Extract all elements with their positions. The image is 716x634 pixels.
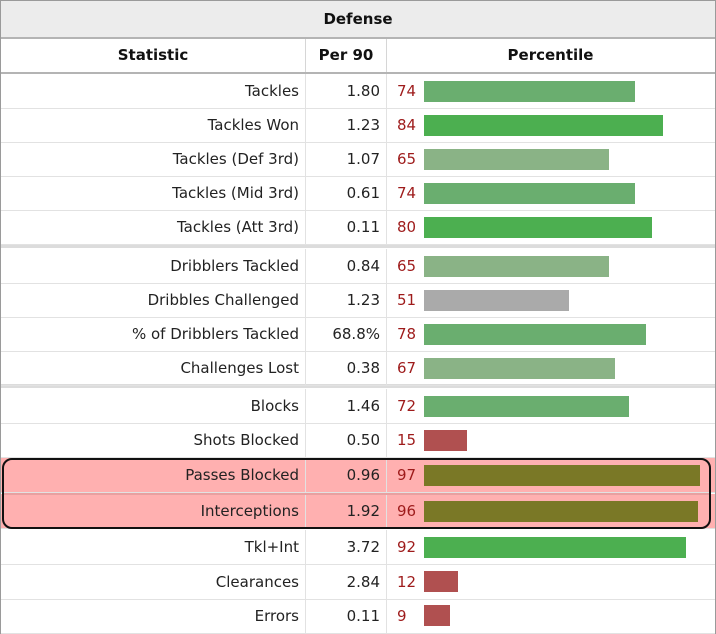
per-90-value: 1.92 bbox=[305, 494, 387, 528]
statistic-name: Challenges Lost bbox=[180, 359, 299, 377]
table-row[interactable]: Passes Blocked 0.96 97 bbox=[1, 458, 715, 493]
percentile-value: 74 bbox=[397, 82, 417, 100]
statistic-name: Tackles (Att 3rd) bbox=[177, 218, 299, 236]
percentile-value: 72 bbox=[397, 397, 417, 415]
table-row[interactable]: Challenges Lost 0.38 67 bbox=[1, 351, 715, 386]
percentile-value: 65 bbox=[397, 257, 417, 275]
per-90-value: 1.80 bbox=[305, 74, 387, 108]
table-row[interactable]: Shots Blocked 0.50 15 bbox=[1, 423, 715, 458]
table-row[interactable]: Clearances 2.84 12 bbox=[1, 564, 715, 600]
table-row[interactable]: % of Dribblers Tackled 68.8% 78 bbox=[1, 317, 715, 352]
percentile-bar bbox=[424, 149, 609, 170]
per-90-value: 1.46 bbox=[305, 389, 387, 423]
per-90-value: 0.61 bbox=[305, 176, 387, 210]
statistic-name: Interceptions bbox=[200, 502, 299, 520]
percentile-bar bbox=[424, 605, 450, 626]
percentile-bar bbox=[424, 81, 635, 102]
table-row[interactable]: Tkl+Int 3.72 92 bbox=[1, 530, 715, 565]
table-row[interactable]: Tackles 1.80 74 bbox=[1, 74, 715, 109]
percentile-bar bbox=[424, 290, 569, 311]
percentile-bar bbox=[424, 217, 652, 238]
percentile-value: 78 bbox=[397, 325, 417, 343]
percentile-value: 67 bbox=[397, 359, 417, 377]
per-90-value: 0.38 bbox=[305, 351, 387, 385]
column-header-percentile[interactable]: Percentile bbox=[507, 46, 594, 64]
statistic-name: Dribbles Challenged bbox=[147, 291, 299, 309]
percentile-value: 65 bbox=[397, 150, 417, 168]
percentile-value: 9 bbox=[397, 606, 407, 625]
percentile-bar bbox=[424, 115, 663, 136]
table-row[interactable]: Dribbles Challenged 1.23 51 bbox=[1, 283, 715, 318]
percentile-value: 96 bbox=[397, 502, 417, 520]
percentile-bar bbox=[424, 358, 615, 379]
per-90-value: 68.8% bbox=[305, 317, 387, 351]
highlight-divider bbox=[3, 493, 709, 495]
percentile-bar bbox=[424, 183, 635, 204]
percentile-bar bbox=[424, 537, 686, 558]
percentile-value: 97 bbox=[397, 466, 417, 484]
percentile-bar bbox=[424, 430, 467, 451]
percentile-value: 15 bbox=[397, 431, 417, 449]
table-row[interactable]: Tackles (Att 3rd) 0.11 80 bbox=[1, 210, 715, 245]
percentile-value: 92 bbox=[397, 538, 417, 556]
per-90-value: 0.84 bbox=[305, 249, 387, 283]
per-90-value: 0.11 bbox=[305, 210, 387, 244]
statistic-name: Passes Blocked bbox=[185, 466, 299, 484]
table-row[interactable]: Errors 0.11 9 bbox=[1, 598, 715, 634]
statistic-name: Dribblers Tackled bbox=[170, 257, 299, 275]
statistic-name: % of Dribblers Tackled bbox=[131, 325, 299, 343]
percentile-bar bbox=[424, 501, 698, 522]
per-90-value: 1.23 bbox=[305, 108, 387, 142]
column-header-per-90[interactable]: Per 90 bbox=[305, 39, 387, 72]
statistic-name: Clearances bbox=[215, 572, 299, 591]
table-row[interactable]: Dribblers Tackled 0.84 65 bbox=[1, 249, 715, 284]
table-row[interactable]: Tackles (Def 3rd) 1.07 65 bbox=[1, 142, 715, 177]
percentile-value: 12 bbox=[397, 572, 417, 591]
percentile-bar bbox=[424, 571, 458, 592]
group-separator bbox=[1, 244, 715, 248]
table-row[interactable]: Blocks 1.46 72 bbox=[1, 389, 715, 424]
per-90-value: 1.07 bbox=[305, 142, 387, 176]
statistic-name: Tackles (Def 3rd) bbox=[172, 150, 299, 168]
group-separator bbox=[1, 384, 715, 388]
percentile-bar bbox=[424, 465, 700, 486]
per-90-value: 3.72 bbox=[305, 530, 387, 564]
per-90-value: 1.23 bbox=[305, 283, 387, 317]
table-header: Statistic Per 90 Percentile bbox=[1, 39, 715, 74]
column-header-statistic[interactable]: Statistic bbox=[117, 46, 189, 64]
percentile-value: 51 bbox=[397, 291, 417, 309]
percentile-bar bbox=[424, 256, 609, 277]
highlight-outline bbox=[2, 458, 711, 529]
percentile-bar bbox=[424, 324, 646, 345]
table-row[interactable]: Tackles Won 1.23 84 bbox=[1, 108, 715, 143]
per-90-value: 0.11 bbox=[305, 598, 387, 633]
table-row[interactable]: Tackles (Mid 3rd) 0.61 74 bbox=[1, 176, 715, 211]
per-90-value: 0.96 bbox=[305, 458, 387, 492]
percentile-value: 80 bbox=[397, 218, 417, 236]
statistic-name: Blocks bbox=[250, 397, 299, 415]
statistic-name: Shots Blocked bbox=[193, 431, 299, 449]
statistic-name: Tackles (Mid 3rd) bbox=[172, 184, 299, 202]
percentile-value: 74 bbox=[397, 184, 417, 202]
percentile-value: 84 bbox=[397, 116, 417, 134]
statistic-name: Tackles bbox=[244, 82, 299, 100]
per-90-value: 2.84 bbox=[305, 564, 387, 599]
percentile-bar bbox=[424, 396, 629, 417]
statistic-name: Tackles Won bbox=[207, 116, 299, 134]
table-title: Defense bbox=[1, 1, 715, 39]
per-90-value: 0.50 bbox=[305, 423, 387, 457]
statistic-name: Errors bbox=[254, 606, 299, 625]
statistic-name: Tkl+Int bbox=[244, 538, 299, 556]
